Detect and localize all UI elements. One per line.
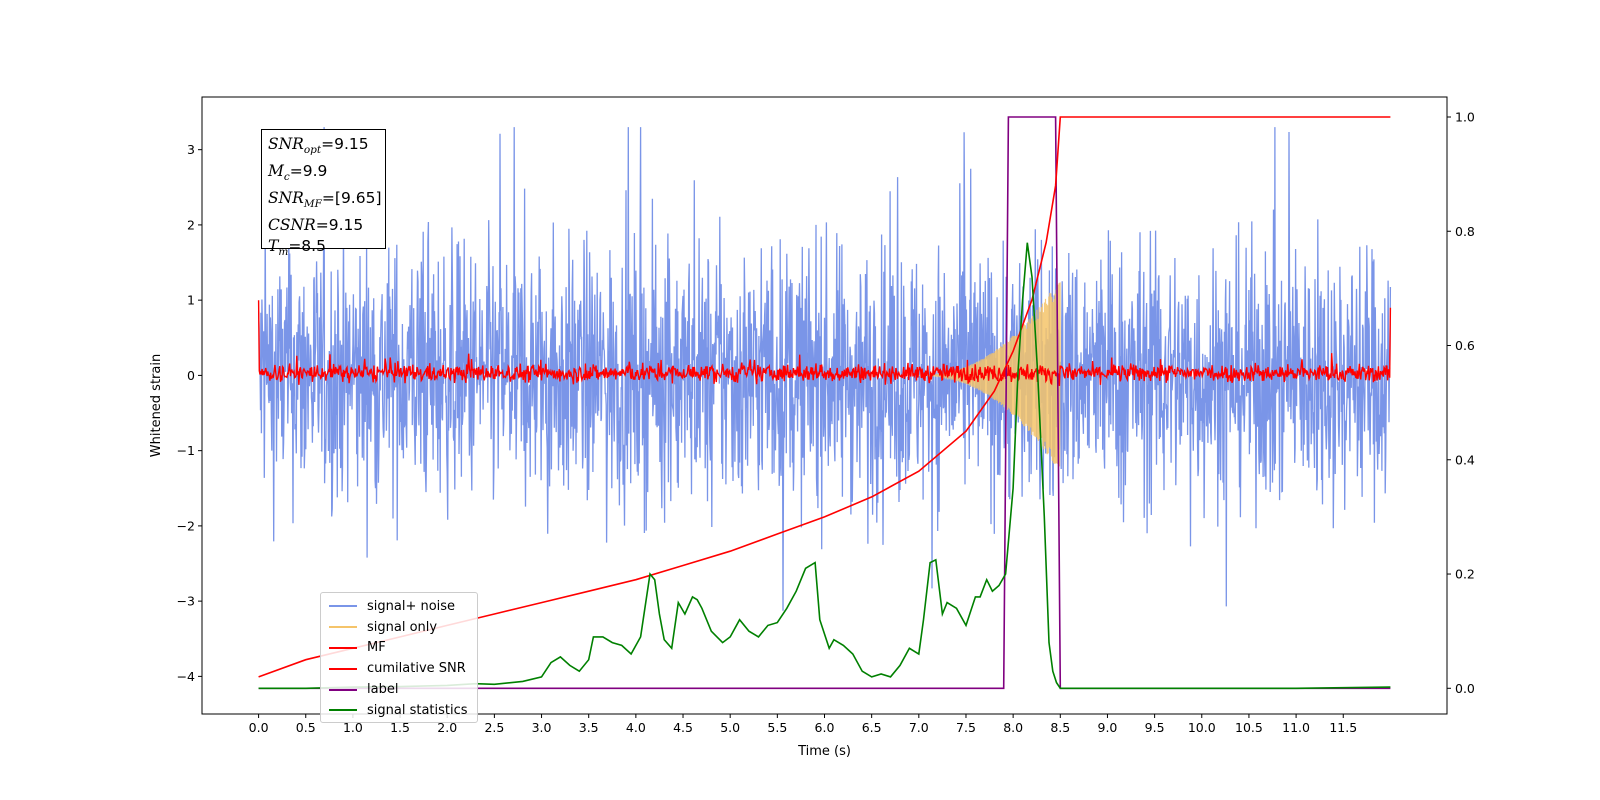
csnr-stat: CSNR=9.15 xyxy=(268,216,364,235)
axis-ticks: 0.0 0.5 1.0 1.5 2.0 2.5 3.0 3.5 4.0 4.5 5.0 5.5 6.0 6… xyxy=(177,109,1475,735)
y-tick-label: −2 xyxy=(177,518,195,533)
x-tick-label: 4.5 xyxy=(673,720,693,735)
legend-swatch xyxy=(329,709,357,712)
legend-item-signal-only: signal only xyxy=(329,617,477,638)
x-axis-label: Time (s) xyxy=(797,744,851,759)
x-tick-label: 11.5 xyxy=(1329,720,1357,735)
y-tick-label: 1 xyxy=(187,293,195,308)
legend-swatch xyxy=(329,667,357,670)
y-tick-label: 0 xyxy=(187,368,195,383)
legend-swatch xyxy=(329,626,357,629)
y-tick-label: −3 xyxy=(177,594,195,609)
legend: signal+ noise signal only MF cumilative … xyxy=(320,592,478,723)
x-tick-label: 11.0 xyxy=(1282,720,1310,735)
x-tick-label: 7.0 xyxy=(909,720,929,735)
mc-stat: Mc=9.9 xyxy=(268,162,328,184)
y2-tick-label: 0.2 xyxy=(1455,567,1475,582)
y-tick-label: −4 xyxy=(177,669,195,684)
legend-item-mf: MF xyxy=(329,638,477,659)
x-tick-label: 3.5 xyxy=(579,720,599,735)
signal-statistics-line xyxy=(258,242,1391,690)
mf-line xyxy=(257,300,1392,386)
y-axis-label: Whitened strain xyxy=(149,354,164,457)
x-tick-label: 4.0 xyxy=(626,720,646,735)
x-tick-label: 6.0 xyxy=(815,720,835,735)
y-tick-label: 2 xyxy=(187,217,195,232)
legend-swatch xyxy=(329,646,357,649)
y2-tick-label: 0.0 xyxy=(1455,681,1475,696)
signal-plus-noise-line xyxy=(257,127,1392,611)
x-tick-label: 1.0 xyxy=(343,720,363,735)
x-tick-label: 9.0 xyxy=(1098,720,1118,735)
legend-item-label: label xyxy=(329,679,477,700)
y-tick-label: 3 xyxy=(187,142,195,157)
y-tick-label: −1 xyxy=(177,443,195,458)
x-tick-label: 2.5 xyxy=(484,720,504,735)
snr-opt-stat: SNRopt=9.15 xyxy=(268,135,369,157)
legend-item-signal-statistics: signal statistics xyxy=(329,700,477,721)
x-tick-label: 9.5 xyxy=(1145,720,1165,735)
x-tick-label: 0.0 xyxy=(249,720,269,735)
y2-tick-label: 0.4 xyxy=(1455,452,1475,467)
x-tick-label: 8.5 xyxy=(1050,720,1070,735)
x-tick-label: 10.5 xyxy=(1235,720,1263,735)
stats-annotation-box: SNRopt=9.15 Mc=9.9 SNRMF=[9.65] CSNR=9.1… xyxy=(261,129,386,258)
legend-swatch xyxy=(329,605,357,608)
x-tick-label: 1.5 xyxy=(390,720,410,735)
x-tick-label: 5.5 xyxy=(767,720,787,735)
x-tick-label: 3.0 xyxy=(532,720,552,735)
y2-tick-label: 0.8 xyxy=(1455,224,1475,239)
x-tick-label: 0.5 xyxy=(296,720,316,735)
x-tick-label: 5.0 xyxy=(720,720,740,735)
legend-swatch xyxy=(329,688,357,691)
signal-plus-noise-series xyxy=(257,127,1392,611)
x-tick-label: 8.0 xyxy=(1003,720,1023,735)
x-tick-label: 6.5 xyxy=(862,720,882,735)
mf-series xyxy=(257,300,1392,386)
x-tick-label: 2.0 xyxy=(437,720,457,735)
tm-stat: Tm=8.5 xyxy=(268,237,326,259)
snr-mf-stat: SNRMF=[9.65] xyxy=(268,189,382,211)
legend-item-signal-noise: signal+ noise xyxy=(329,596,477,617)
x-tick-label: 10.0 xyxy=(1188,720,1216,735)
y2-tick-label: 1.0 xyxy=(1455,109,1475,124)
x-tick-label: 7.5 xyxy=(956,720,976,735)
legend-item-cumulative-snr: cumilative SNR xyxy=(329,658,477,679)
y2-tick-label: 0.6 xyxy=(1455,338,1475,353)
